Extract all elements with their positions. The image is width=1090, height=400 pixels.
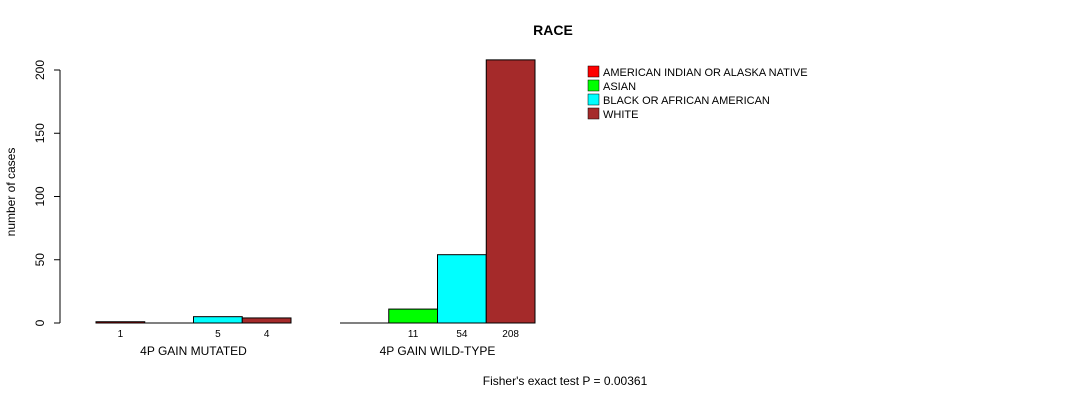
legend-label: WHITE: [603, 109, 638, 121]
bar: [437, 254, 487, 324]
y-axis-label: number of cases: [4, 148, 18, 237]
bar: [95, 321, 146, 324]
category-label: 4P GAIN MUTATED: [140, 344, 247, 358]
legend-swatch: [587, 107, 600, 120]
legend-swatch: [587, 79, 600, 92]
bar: [388, 308, 438, 324]
legend-swatch: [587, 65, 600, 78]
bar-value-label: 5: [215, 329, 221, 340]
chart-title: RACE: [533, 22, 573, 38]
legend-label: AMERICAN INDIAN OR ALASKA NATIVE: [603, 67, 808, 79]
y-tick-label: 100: [33, 186, 47, 206]
bar-value-label: 11: [408, 329, 419, 340]
bar: [485, 59, 536, 324]
y-tick-label: 150: [33, 123, 47, 143]
bar-value-label: 208: [502, 329, 519, 340]
y-tick-label: 200: [33, 60, 47, 80]
y-axis: 0 50 100 150 200: [33, 60, 61, 326]
legend: AMERICAN INDIAN OR ALASKA NATIVE ASIAN BLA…: [587, 65, 808, 121]
bar-value-label: 4: [264, 329, 270, 340]
category-label: 4P GAIN WILD-TYPE: [380, 344, 496, 358]
y-tick-label: 50: [33, 253, 47, 267]
bar-value-label: 54: [456, 329, 468, 340]
y-tick-label: 0: [33, 319, 47, 326]
bar: [193, 316, 243, 324]
bar-value-label: 1: [118, 329, 124, 340]
legend-label: BLACK OR AFRICAN AMERICAN: [603, 95, 770, 107]
legend-swatch: [587, 93, 600, 106]
fisher-annotation: Fisher's exact test P = 0.00361: [483, 374, 648, 388]
legend-label: ASIAN: [603, 81, 636, 93]
bar: [241, 317, 292, 324]
